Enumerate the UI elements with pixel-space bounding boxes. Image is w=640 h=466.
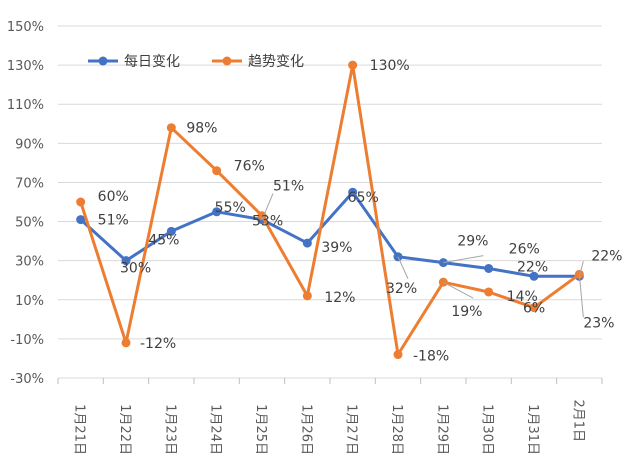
x-tick-label: 1月26日 xyxy=(298,404,313,455)
y-axis: -30% -10% 10% 30% 50% 70% 90% 110% 130% 150% xyxy=(7,20,44,387)
y-tick-label: 50% xyxy=(15,216,44,231)
data-label: 51% xyxy=(273,179,304,195)
data-point xyxy=(76,197,86,207)
y-tick-label: 110% xyxy=(7,98,44,113)
series-line-1 xyxy=(79,63,581,356)
data-label: 14% xyxy=(507,289,538,305)
data-label: 98% xyxy=(186,121,217,137)
data-point xyxy=(121,256,131,266)
y-tick-label: -10% xyxy=(10,333,44,348)
data-label: 76% xyxy=(234,159,265,175)
data-label: 22% xyxy=(517,259,548,275)
data-label: 6% xyxy=(523,301,545,317)
y-tick-label: 70% xyxy=(15,176,44,191)
data-label: -18% xyxy=(413,349,449,365)
data-label: 26% xyxy=(509,241,540,257)
data-label: 130% xyxy=(370,58,410,74)
data-label: 23% xyxy=(583,315,614,331)
data-label: 55% xyxy=(215,200,246,216)
data-label: 30% xyxy=(120,261,151,277)
data-label: 39% xyxy=(321,240,352,256)
data-point xyxy=(348,60,358,70)
x-tick-label: 1月21日 xyxy=(72,404,87,455)
data-point xyxy=(212,166,222,176)
x-tick-label: 1月22日 xyxy=(117,404,132,455)
data-point xyxy=(212,207,222,217)
data-label: 22% xyxy=(591,248,622,264)
leader-line xyxy=(397,256,409,279)
gridlines xyxy=(58,25,602,379)
data-point xyxy=(529,303,539,313)
series-line-0 xyxy=(79,190,580,278)
y-tick-label: 30% xyxy=(15,255,44,270)
data-label: 45% xyxy=(148,232,179,248)
leader-line xyxy=(443,255,484,264)
x-tick-label: 1月23日 xyxy=(162,404,177,455)
x-tick-label: 1月25日 xyxy=(253,404,268,455)
data-point xyxy=(166,226,176,236)
data-point xyxy=(302,238,312,248)
legend: 每日变化 趋势变化 xyxy=(88,54,304,70)
y-tick-label: 150% xyxy=(7,20,44,35)
legend-label: 趋势变化 xyxy=(248,54,304,70)
data-label: 60% xyxy=(98,189,129,205)
data-label: 19% xyxy=(451,304,482,320)
x-tick-label: 1月24日 xyxy=(208,404,223,455)
data-label: 12% xyxy=(324,290,355,306)
x-tick-label: 1月29日 xyxy=(434,404,449,455)
legend-marker xyxy=(98,56,108,66)
leader-line xyxy=(261,193,274,220)
y-tick-label: 130% xyxy=(7,59,44,74)
leader-line xyxy=(578,274,584,318)
x-tick-label: 1月31日 xyxy=(525,404,540,455)
data-label: 51% xyxy=(98,213,129,229)
label-leader-lines xyxy=(261,193,584,318)
data-point xyxy=(484,287,494,297)
y-tick-label: 10% xyxy=(15,294,44,309)
data-point xyxy=(529,271,539,281)
legend-marker xyxy=(222,56,232,66)
data-point xyxy=(302,291,312,301)
y-tick-label: -30% xyxy=(10,372,44,387)
data-point xyxy=(484,263,494,273)
data-point xyxy=(166,123,176,133)
x-tick-label: 1月27日 xyxy=(344,404,359,455)
data-label: 65% xyxy=(348,190,379,206)
data-labels: 51% 30% 45% 55% 51% 39% 65% 32% 29% 26% 22% 22% 60% -… xyxy=(98,58,623,364)
data-point xyxy=(393,350,403,360)
data-label: -12% xyxy=(140,336,176,352)
x-axis: 1月21日 1月22日 1月23日 1月24日 1月25日 1月26日 1月27日 1月28日… xyxy=(57,378,603,455)
leader-line xyxy=(578,261,584,277)
x-tick-label: 2月1日 xyxy=(570,399,585,442)
data-label: 53% xyxy=(252,214,283,230)
leader-line xyxy=(443,281,474,299)
data-label: 32% xyxy=(386,281,417,297)
x-tick-label: 1月28日 xyxy=(389,404,404,455)
y-tick-label: 90% xyxy=(15,137,44,152)
series-lines xyxy=(76,60,584,360)
data-point xyxy=(76,215,86,225)
x-tick-label: 1月30日 xyxy=(480,404,495,455)
data-label: 29% xyxy=(457,234,488,250)
data-point xyxy=(348,187,358,197)
data-point xyxy=(121,338,131,348)
legend-label: 每日变化 xyxy=(124,54,180,70)
